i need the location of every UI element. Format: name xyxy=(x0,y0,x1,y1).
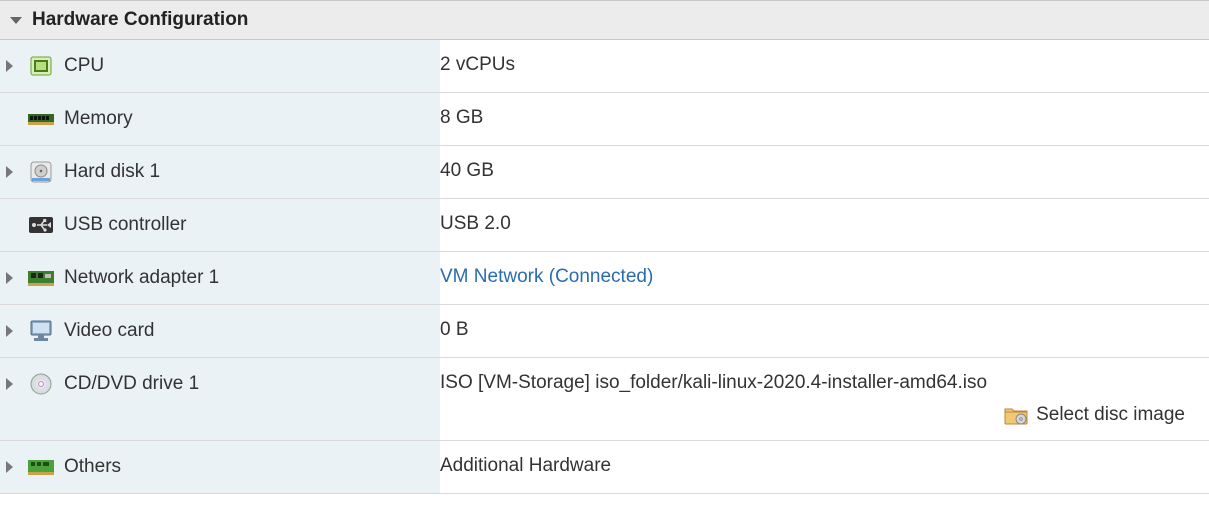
expand-toggle xyxy=(0,219,18,231)
expand-toggle[interactable] xyxy=(0,461,18,473)
row-label: CPU xyxy=(64,55,104,77)
expand-toggle xyxy=(0,113,18,125)
row-label: Video card xyxy=(64,320,155,342)
table-row: Memory 8 GB xyxy=(0,93,1209,146)
row-value: USB 2.0 xyxy=(440,213,511,234)
row-value: 2 vCPUs xyxy=(440,54,515,75)
section-header[interactable]: Hardware Configuration xyxy=(0,0,1209,40)
row-label: USB controller xyxy=(64,214,187,236)
memory-icon xyxy=(28,107,54,131)
row-label: Memory xyxy=(64,108,133,130)
row-label: Others xyxy=(64,456,121,478)
chevron-down-icon xyxy=(10,17,22,24)
folder-disc-icon xyxy=(1004,405,1028,425)
row-label: CD/DVD drive 1 xyxy=(64,373,199,395)
video-icon xyxy=(28,319,54,343)
table-row: CPU 2 vCPUs xyxy=(0,40,1209,93)
select-disc-image-button[interactable]: Select disc image xyxy=(440,404,1199,426)
table-row: Network adapter 1 VM Network (Connected) xyxy=(0,252,1209,305)
cpu-icon xyxy=(28,54,54,78)
cd-icon xyxy=(28,372,54,396)
expand-toggle[interactable] xyxy=(0,378,18,390)
table-row: Video card 0 B xyxy=(0,305,1209,358)
row-value: 8 GB xyxy=(440,107,483,128)
usb-icon xyxy=(28,213,54,237)
hdd-icon xyxy=(28,160,54,184)
network-link[interactable]: VM Network (Connected) xyxy=(440,266,653,287)
pci-icon xyxy=(28,455,54,479)
expand-toggle[interactable] xyxy=(0,272,18,284)
expand-toggle[interactable] xyxy=(0,325,18,337)
section-title: Hardware Configuration xyxy=(32,9,248,31)
table-row: CD/DVD drive 1 ISO [VM-Storage] iso_fold… xyxy=(0,358,1209,441)
row-label: Hard disk 1 xyxy=(64,161,160,183)
row-value: ISO [VM-Storage] iso_folder/kali-linux-2… xyxy=(440,372,1199,394)
expand-toggle[interactable] xyxy=(0,60,18,72)
hardware-table: CPU 2 vCPUs xyxy=(0,40,1209,494)
nic-icon xyxy=(28,266,54,290)
row-value: 0 B xyxy=(440,319,469,340)
expand-toggle[interactable] xyxy=(0,166,18,178)
table-row: Hard disk 1 40 GB xyxy=(0,146,1209,199)
row-label: Network adapter 1 xyxy=(64,267,219,289)
hardware-config-panel: Hardware Configuration xyxy=(0,0,1209,494)
row-value: Additional Hardware xyxy=(440,455,611,476)
select-disc-label: Select disc image xyxy=(1036,404,1185,426)
row-value: 40 GB xyxy=(440,160,494,181)
table-row: Others Additional Hardware xyxy=(0,441,1209,494)
table-row: USB controller USB 2.0 xyxy=(0,199,1209,252)
